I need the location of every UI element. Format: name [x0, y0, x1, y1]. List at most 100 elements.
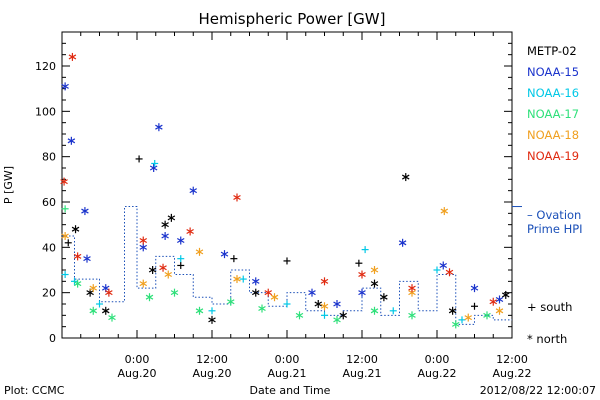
- plot-frame: [61, 31, 513, 339]
- data-point-noaa-16: [177, 255, 185, 263]
- data-point-noaa-17: [226, 297, 235, 306]
- plot-timestamp: 2012/08/22 12:00:07: [480, 384, 596, 397]
- legend-entry-noaa-18: NOAA-18: [527, 128, 579, 142]
- data-point-noaa-19: [68, 52, 77, 61]
- data-point-noaa-16: [96, 300, 103, 308]
- data-point-noaa-15: [495, 295, 504, 304]
- data-point-noaa-19: [408, 284, 416, 293]
- data-point-noaa-19: [320, 277, 329, 286]
- data-point-noaa-15: [67, 136, 76, 145]
- y-tick-label: 120: [35, 60, 56, 73]
- data-point-noaa-16: [458, 316, 466, 324]
- data-point-noaa-15: [333, 300, 341, 308]
- data-point-noaa-15: [189, 186, 198, 195]
- legend-entry-noaa-16: NOAA-16: [527, 86, 579, 100]
- ovation-hpi-line: [62, 206, 512, 325]
- data-point-noaa-17: [73, 279, 82, 288]
- ovation-legend-line2: Prime HPI: [527, 222, 583, 236]
- data-point-metp-02: [251, 288, 260, 297]
- data-point-noaa-15: [61, 82, 69, 91]
- data-point-metp-02: [167, 213, 176, 222]
- data-point-noaa-15: [83, 254, 91, 263]
- y-axis-label: P [GW]: [2, 166, 15, 204]
- data-point-noaa-15: [161, 232, 169, 240]
- plot-source: Plot: CCMC: [4, 384, 65, 397]
- legend-entry-noaa-17: NOAA-17: [527, 107, 579, 121]
- data-point-noaa-18: [440, 207, 449, 216]
- data-point-metp-02: [71, 225, 80, 234]
- ovation-legend-line1: – Ovation: [527, 208, 581, 222]
- data-point-metp-02: [148, 266, 157, 274]
- data-point-noaa-17: [451, 320, 460, 329]
- data-point-noaa-15: [81, 207, 89, 216]
- chart-title: Hemispheric Power [GW]: [199, 10, 386, 28]
- data-point-noaa-17: [333, 315, 341, 324]
- data-point-metp-02: [448, 306, 457, 315]
- y-tick-label: 0: [49, 332, 56, 345]
- data-point-noaa-19: [139, 236, 148, 245]
- data-point-noaa-17: [61, 205, 69, 213]
- data-point-noaa-15: [251, 277, 260, 286]
- data-point-metp-02: [64, 239, 72, 247]
- data-point-noaa-17: [195, 306, 204, 315]
- data-point-noaa-17: [258, 304, 266, 313]
- data-point-noaa-19: [186, 227, 194, 236]
- data-point-noaa-17: [408, 311, 416, 320]
- data-point-noaa-18: [495, 306, 504, 315]
- data-point-noaa-16: [433, 266, 441, 274]
- x-tick-label-date: Aug.22: [493, 367, 532, 380]
- data-point-noaa-16: [283, 300, 291, 308]
- legend-entry-metp-02: METP-02: [527, 44, 577, 58]
- data-point-metp-02: [401, 173, 410, 182]
- marker-legend-south: + south: [527, 300, 572, 314]
- x-tick-label-time: 0:00: [425, 353, 450, 366]
- legend-entry-noaa-19: NOAA-19: [527, 149, 579, 163]
- legend-entry-noaa-15: NOAA-15: [527, 65, 579, 79]
- data-point-metp-02: [230, 255, 238, 263]
- x-tick-label-date: Aug.22: [418, 367, 457, 380]
- x-tick-label-time: 12:00: [496, 353, 528, 366]
- data-point-noaa-18: [233, 275, 241, 284]
- ovation-legend: – Ovation Prime HPI: [527, 208, 583, 236]
- y-axis: 0 20 40 60 80 100 120: [35, 42, 512, 345]
- data-point-metp-02: [161, 220, 169, 229]
- data-point-noaa-18: [89, 284, 98, 293]
- data-point-metp-02: [355, 259, 363, 267]
- data-point-noaa-18: [270, 293, 279, 302]
- data-point-noaa-15: [470, 284, 479, 293]
- data-point-noaa-19: [358, 270, 366, 279]
- data-point-metp-02: [501, 290, 510, 299]
- y-tick-label: 100: [35, 105, 56, 118]
- x-axis-label: Date and Time: [250, 384, 331, 397]
- data-point-noaa-18: [195, 247, 204, 256]
- x-tick-label-time: 0:00: [125, 353, 150, 366]
- legend: METP-02 NOAA-15 NOAA-16 NOAA-17 NOAA-18 NOAA-…: [527, 44, 579, 163]
- data-point-metp-02: [339, 311, 348, 320]
- data-point-noaa-19: [60, 177, 68, 186]
- data-point-noaa-15: [155, 123, 163, 132]
- data-point-noaa-15: [308, 288, 316, 297]
- x-tick-label-time: 12:00: [346, 353, 378, 366]
- data-point-noaa-16: [151, 159, 159, 167]
- data-point-noaa-17: [170, 288, 179, 297]
- x-tick-label-date: Aug.21: [268, 367, 307, 380]
- data-point-metp-02: [177, 261, 185, 269]
- x-tick-label-time: 0:00: [275, 353, 300, 366]
- data-point-noaa-16: [321, 311, 328, 319]
- data-point-noaa-15: [439, 261, 448, 270]
- data-point-noaa-19: [264, 288, 273, 297]
- data-point-metp-02: [380, 293, 388, 302]
- y-tick-label: 20: [42, 287, 56, 300]
- data-point-noaa-16: [208, 307, 216, 315]
- data-point-noaa-15: [220, 250, 229, 259]
- data-point-noaa-18: [370, 266, 379, 274]
- data-point-metp-02: [101, 306, 110, 315]
- y-tick-label: 40: [42, 241, 56, 254]
- data-point-noaa-18: [61, 232, 69, 240]
- data-point-noaa-17: [483, 311, 491, 320]
- data-points: [60, 52, 510, 329]
- data-point-noaa-17: [145, 293, 154, 302]
- marker-legend-north: * north: [527, 332, 567, 346]
- data-point-noaa-17: [108, 313, 116, 322]
- x-tick-label-date: Aug.20: [193, 367, 232, 380]
